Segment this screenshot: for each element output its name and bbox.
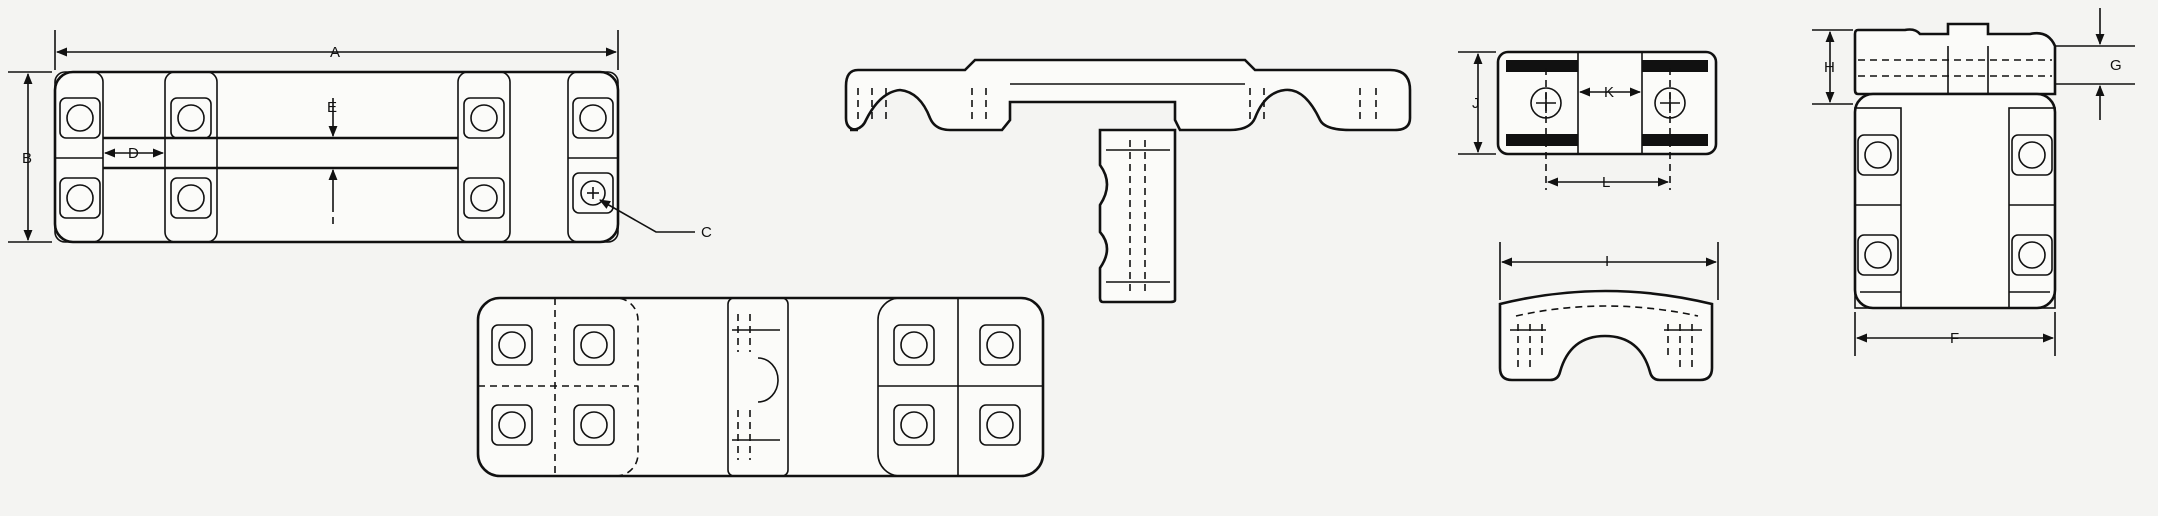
- end-block-right: [567, 71, 619, 243]
- arched-body: [1498, 289, 1714, 382]
- side-elevation-view: H G F: [1812, 8, 2135, 356]
- screw-hole-icon: [580, 180, 606, 206]
- inner-block-left: [164, 71, 218, 243]
- dim-label-k: K: [1604, 84, 1614, 101]
- dim-label-d: D: [128, 145, 139, 162]
- side-body: [1853, 92, 2057, 310]
- dim-label-g: G: [2110, 57, 2122, 74]
- dim-label-i: I: [1605, 253, 1609, 270]
- dim-label-c: C: [701, 224, 712, 241]
- front-face-view: J K L: [1458, 50, 1718, 191]
- top-strip: [1853, 22, 2057, 96]
- end-block-left: [54, 71, 104, 243]
- leader-c-line: [599, 199, 695, 233]
- plan-view-top: A B D E C: [8, 30, 712, 244]
- arched-end-view: I: [1498, 242, 1719, 382]
- dim-label-j: J: [1472, 95, 1480, 112]
- t-stem: [1098, 128, 1177, 304]
- dim-label-f: F: [1950, 330, 1959, 347]
- dim-label-l: L: [1602, 174, 1610, 191]
- plan-view-bottom: [476, 296, 1045, 478]
- inner-block-right: [457, 71, 511, 243]
- t-section-view: [844, 58, 1412, 304]
- dim-label-e: E: [327, 99, 337, 116]
- center-web: [1577, 51, 1643, 155]
- saddle-section: [727, 297, 789, 477]
- dim-label-a: A: [330, 44, 340, 61]
- dim-label-h: H: [1824, 59, 1835, 76]
- plan-outline: [53, 70, 620, 244]
- dim-label-b: B: [22, 150, 32, 167]
- t-top-rail: [844, 58, 1412, 132]
